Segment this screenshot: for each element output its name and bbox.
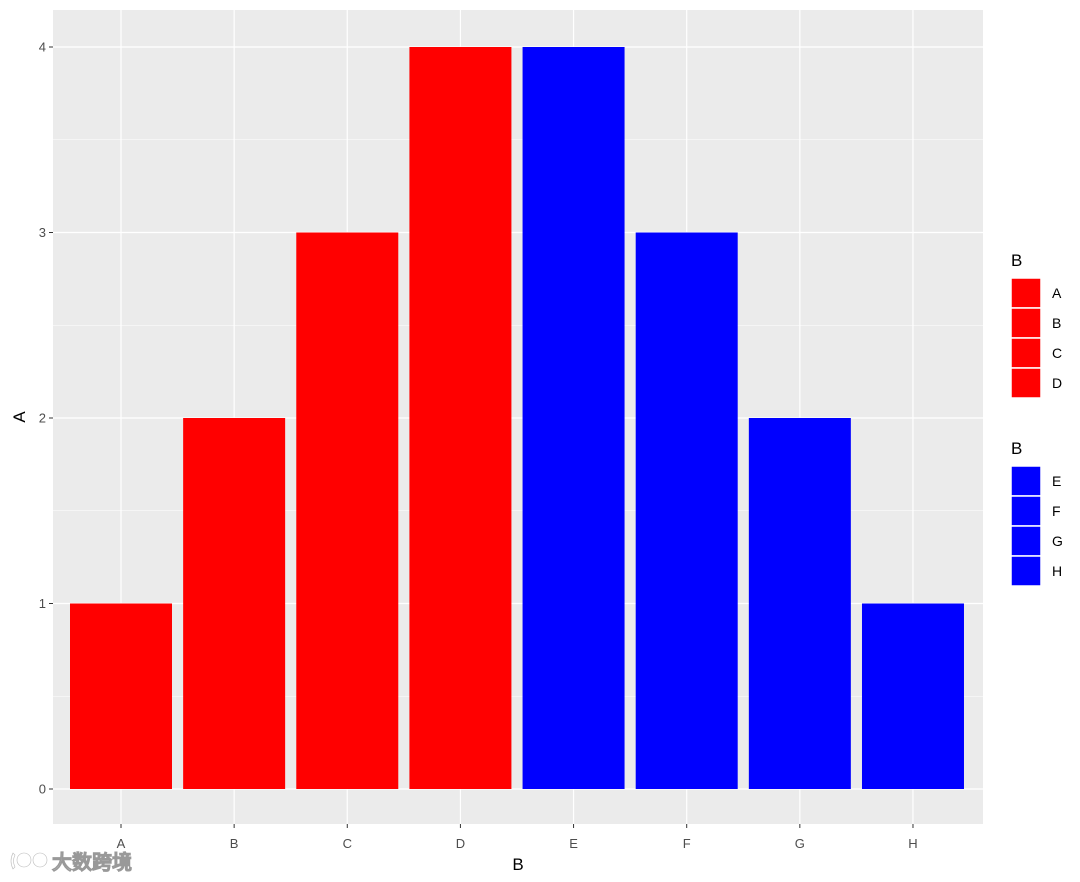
x-tick-label: G — [795, 836, 805, 851]
x-axis-title: B — [512, 855, 523, 874]
legend-key — [1010, 277, 1042, 309]
legend-label: A — [1052, 285, 1062, 301]
bar-G — [748, 418, 851, 789]
legend-key — [1010, 555, 1042, 587]
legend-label: D — [1052, 375, 1062, 391]
legend-label: B — [1052, 315, 1061, 331]
legend-label: C — [1052, 345, 1062, 361]
bar-D — [409, 47, 512, 789]
legend-title: B — [1011, 251, 1022, 270]
watermark-text: 大数跨境 — [52, 850, 132, 874]
watermark: 大数跨境 — [10, 850, 132, 874]
bar-A — [70, 603, 172, 789]
y-axis: 0 1 2 3 4 — [39, 40, 53, 797]
y-tick-label: 2 — [39, 411, 46, 426]
legend-key — [1010, 525, 1042, 557]
bar-E — [522, 47, 625, 789]
y-axis-title: A — [10, 411, 29, 423]
legend-label: H — [1052, 563, 1062, 579]
legend-key — [1010, 307, 1042, 339]
legend-key — [1010, 337, 1042, 369]
x-tick-label: F — [683, 836, 691, 851]
legend-key — [1010, 465, 1042, 497]
legend-label: F — [1052, 503, 1061, 519]
x-tick-label: E — [569, 836, 578, 851]
y-tick-label: 3 — [39, 225, 46, 240]
legend-label: E — [1052, 473, 1061, 489]
legend-title: B — [1011, 439, 1022, 458]
y-tick-label: 0 — [39, 782, 46, 797]
y-tick-label: 1 — [39, 596, 46, 611]
x-tick-label: D — [456, 836, 465, 851]
bars — [70, 47, 964, 789]
x-axis: A B C D E F G H — [117, 824, 918, 851]
logo-icon — [10, 851, 49, 870]
bar-B — [183, 418, 286, 789]
x-tick-label: C — [343, 836, 352, 851]
legend-key — [1010, 495, 1042, 527]
x-tick-label: B — [230, 836, 239, 851]
bar-H — [861, 603, 964, 789]
x-tick-label: A — [117, 836, 126, 851]
y-tick-label: 4 — [39, 40, 46, 55]
bar-F — [635, 232, 738, 789]
legend-label: G — [1052, 533, 1063, 549]
x-tick-label: H — [908, 836, 917, 851]
legend-key — [1010, 367, 1042, 399]
bar-C — [296, 232, 399, 789]
